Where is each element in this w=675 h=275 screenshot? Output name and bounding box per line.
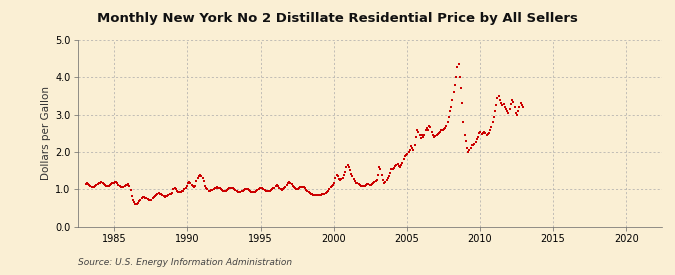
Text: Source: U.S. Energy Information Administration: Source: U.S. Energy Information Administ…: [78, 258, 292, 267]
Y-axis label: Dollars per Gallon: Dollars per Gallon: [41, 86, 51, 180]
Text: Monthly New York No 2 Distillate Residential Price by All Sellers: Monthly New York No 2 Distillate Residen…: [97, 12, 578, 25]
